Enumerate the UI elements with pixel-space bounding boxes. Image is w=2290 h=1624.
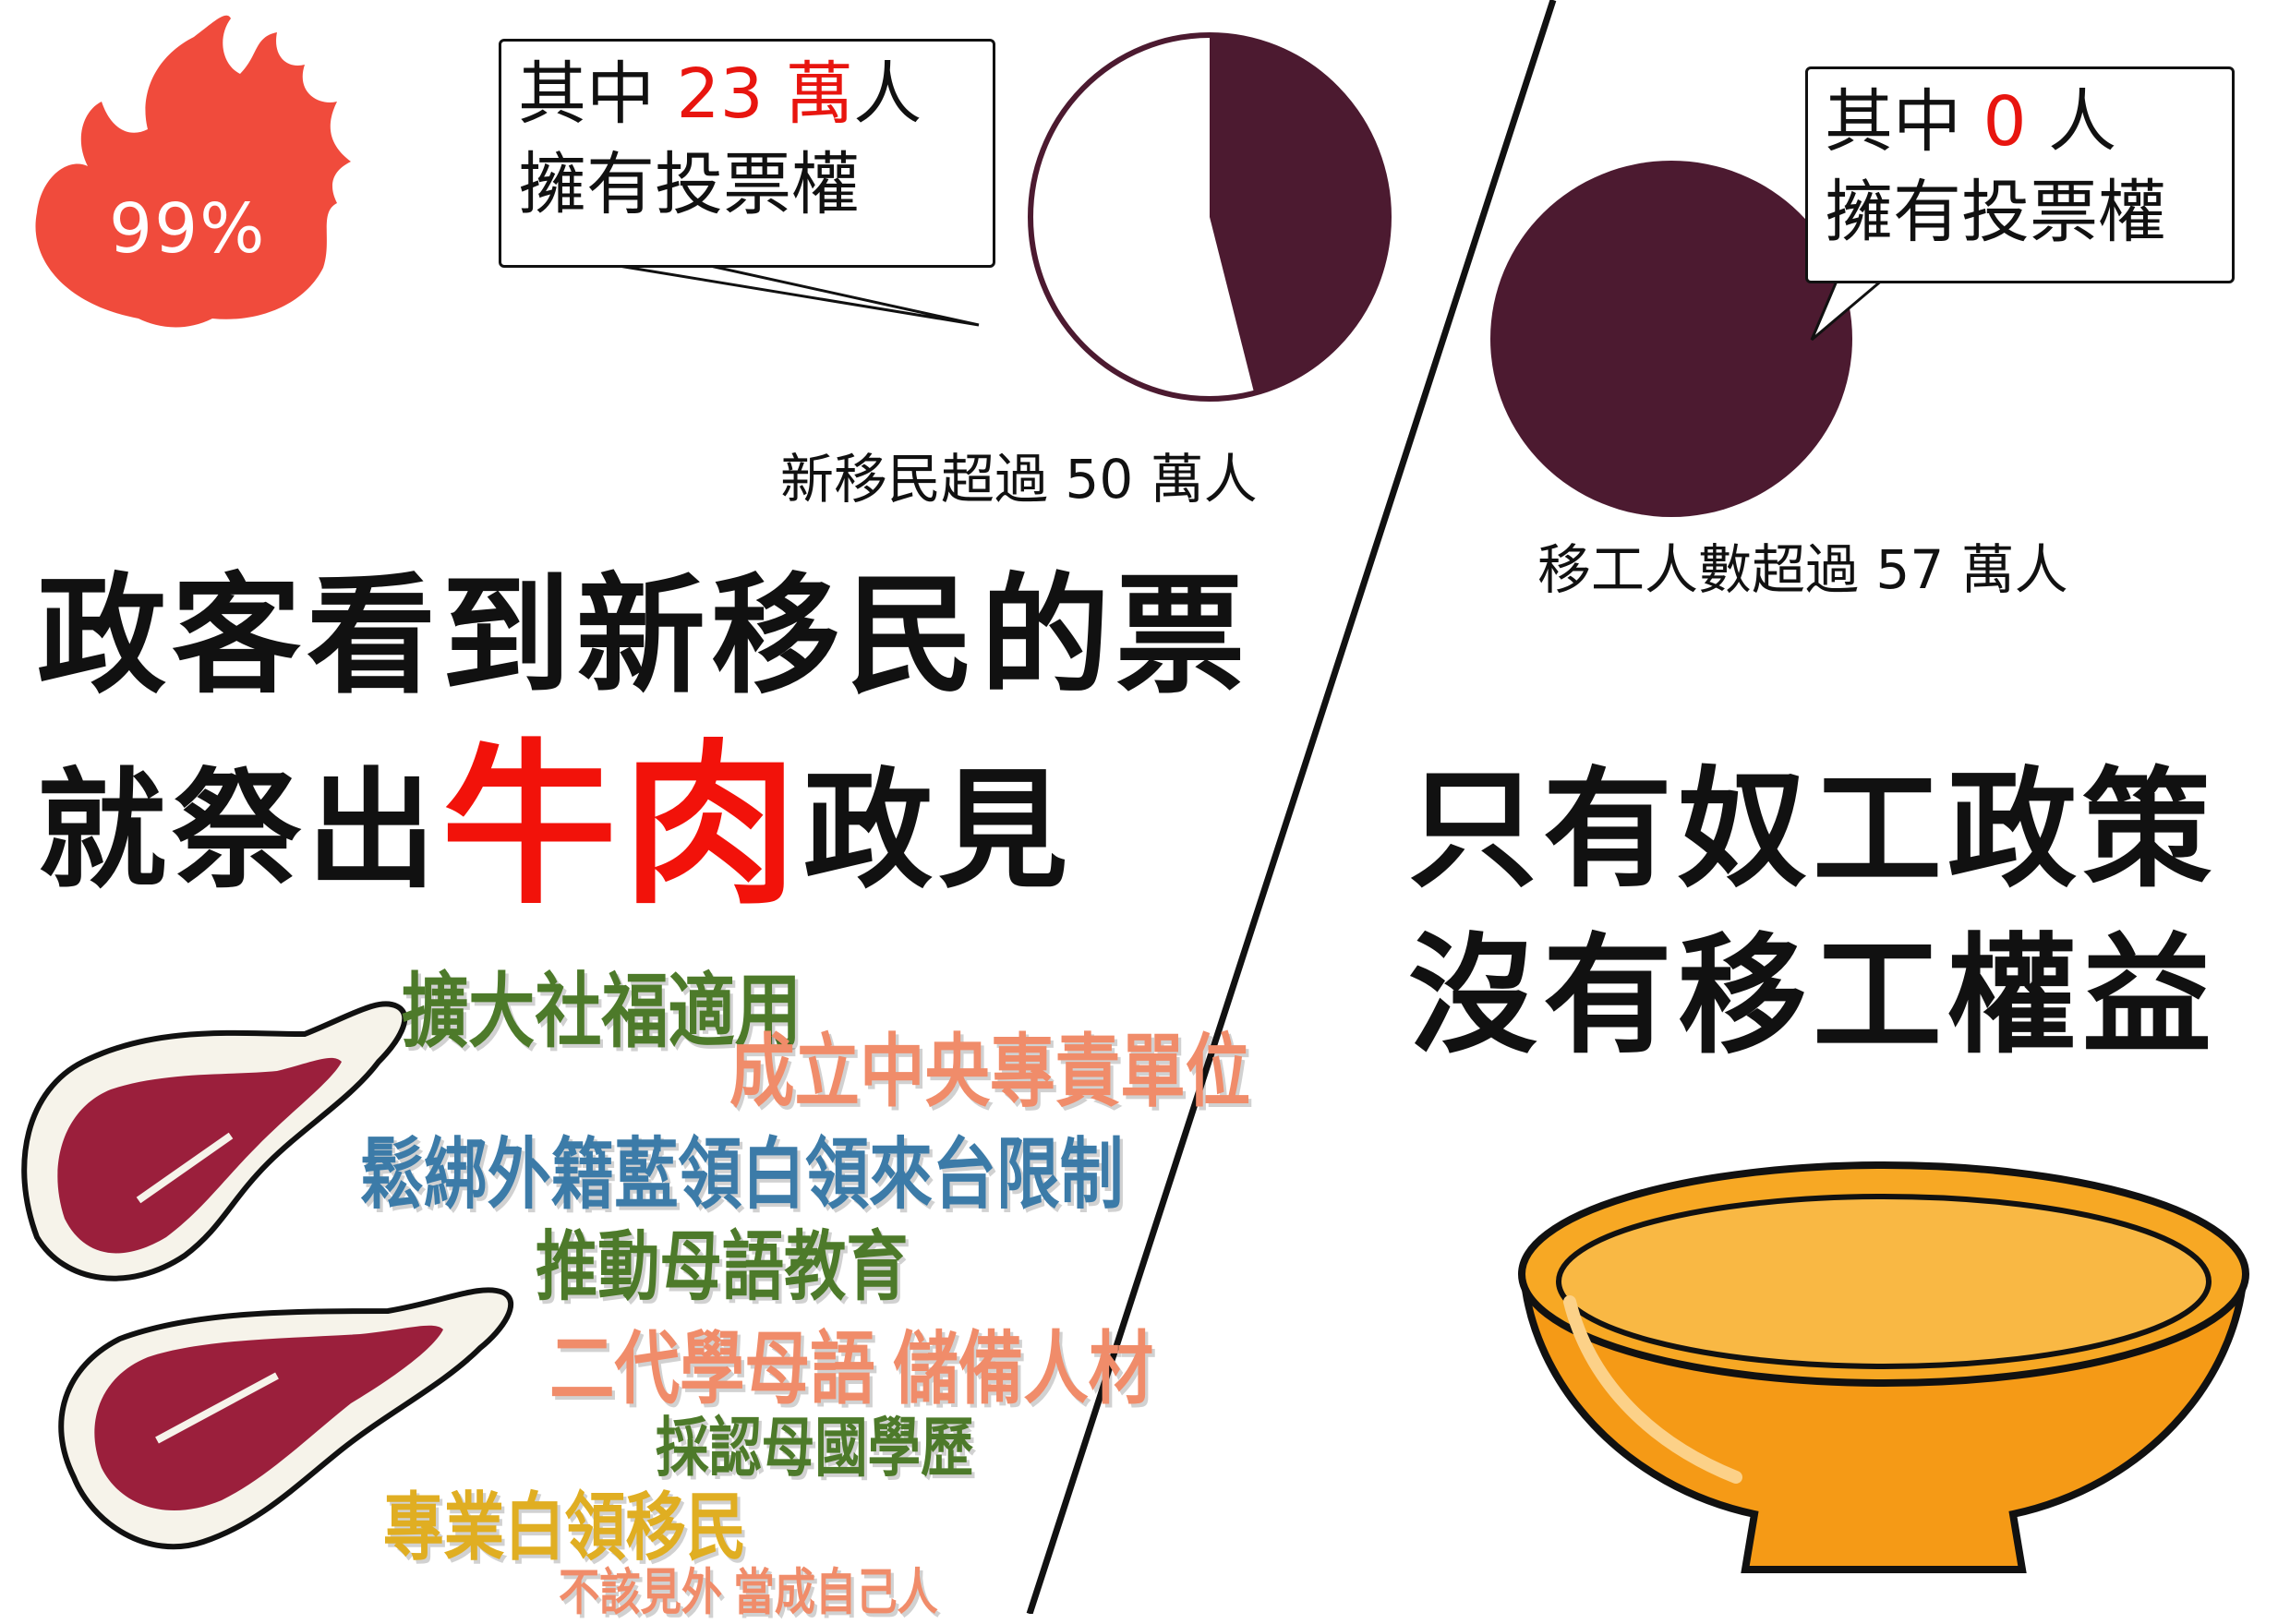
left-headline-line2: 就祭出牛肉政見 [37,739,1074,915]
policy-item: 鬆綁外籍藍領白領來台限制 [360,1131,1124,1218]
left-headline-prefix: 就祭出 [37,756,442,907]
left-pie-slice-voting [1210,35,1390,393]
policy-item: 二代學母語 儲備人材 [549,1325,1154,1413]
policy-item: 不該見外 當成自己人 [559,1565,938,1620]
divider-line [1026,0,1557,1614]
left-callout-prefix: 其中 [518,54,677,134]
right-headline-line2: 沒有移工權益 [1408,921,2218,1072]
left-callout-line2: 擁有投票權 [518,145,860,224]
left-pie-caption: 新移民超過 50 萬人 [780,448,1258,511]
left-headline-suffix: 政見 [803,756,1074,907]
right-headline-line1: 只有奴工政策 [1408,755,2218,906]
left-callout-line1: 其中 23 萬人 [518,49,976,139]
policy-item: 專業白領移民 [383,1486,747,1569]
policy-item: 採認母國學歷 [656,1412,974,1484]
left-headline-line1: 政客看到新移民的票 [37,561,1251,712]
empty-bowl-icon [1518,1161,2249,1573]
right-callout: 其中 0 人 擁有投票權 [1805,66,2235,283]
flame-icon [35,15,352,328]
policy-item: 擴大社福適用 [402,966,802,1057]
policy-item: 成立中央專責單位 [729,1028,1251,1116]
right-callout-suffix: 人 [2026,82,2117,162]
right-pie-chart [1490,161,1852,517]
right-callout-number: 0 [1983,82,2027,162]
right-pie-slice [1490,161,1852,517]
right-pie-caption: 移工人數超過 57 萬人 [1537,538,2068,601]
policy-item: 推動母語教育 [536,1225,909,1309]
left-pie-chart [1028,32,1392,402]
left-callout-number: 23 萬 [676,54,854,134]
left-headline-highlight: 牛肉 [441,724,804,928]
right-callout-prefix: 其中 [1825,82,1983,162]
right-callout-line2: 擁有投票權 [1825,173,2166,252]
right-callout-line1: 其中 0 人 [1825,77,2215,167]
left-callout-suffix: 人 [853,54,922,134]
left-callout-tail [618,262,980,327]
flame-percent-label: 99% [109,189,267,269]
left-callout: 其中 23 萬人 擁有投票權 [499,39,995,268]
steak-icon [21,1001,514,1550]
